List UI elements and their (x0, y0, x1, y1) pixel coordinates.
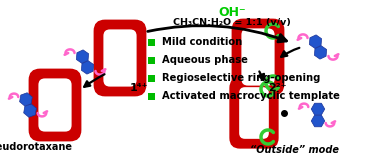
Polygon shape (20, 93, 32, 106)
Polygon shape (76, 50, 88, 63)
FancyBboxPatch shape (29, 69, 81, 141)
Polygon shape (81, 61, 94, 74)
FancyBboxPatch shape (39, 78, 71, 132)
FancyBboxPatch shape (242, 28, 274, 86)
FancyBboxPatch shape (148, 38, 155, 46)
Polygon shape (309, 35, 322, 48)
FancyBboxPatch shape (239, 87, 269, 139)
Polygon shape (311, 103, 325, 115)
Text: Regioselective ring-opening: Regioselective ring-opening (162, 73, 321, 83)
Text: Activated macrocyclic template: Activated macrocyclic template (162, 91, 340, 101)
FancyBboxPatch shape (104, 29, 136, 87)
FancyBboxPatch shape (148, 56, 155, 64)
FancyBboxPatch shape (229, 77, 279, 149)
FancyBboxPatch shape (232, 19, 284, 95)
Polygon shape (314, 46, 327, 59)
FancyBboxPatch shape (148, 93, 155, 99)
FancyBboxPatch shape (94, 20, 146, 96)
Text: Mild condition: Mild condition (162, 37, 242, 47)
Text: Aqueous phase: Aqueous phase (162, 55, 248, 65)
FancyBboxPatch shape (148, 75, 155, 82)
Text: OH⁻: OH⁻ (218, 5, 246, 18)
Text: 2²⁺: 2²⁺ (268, 83, 287, 93)
Text: CH₃CN:H₂O = 1:1 (v/v): CH₃CN:H₂O = 1:1 (v/v) (173, 17, 291, 27)
Text: Pseudorotaxane: Pseudorotaxane (0, 142, 73, 152)
Text: 1⁴⁺: 1⁴⁺ (130, 83, 149, 93)
Polygon shape (24, 104, 36, 117)
Polygon shape (311, 115, 325, 127)
Text: “Outside” mode: “Outside” mode (251, 145, 339, 155)
